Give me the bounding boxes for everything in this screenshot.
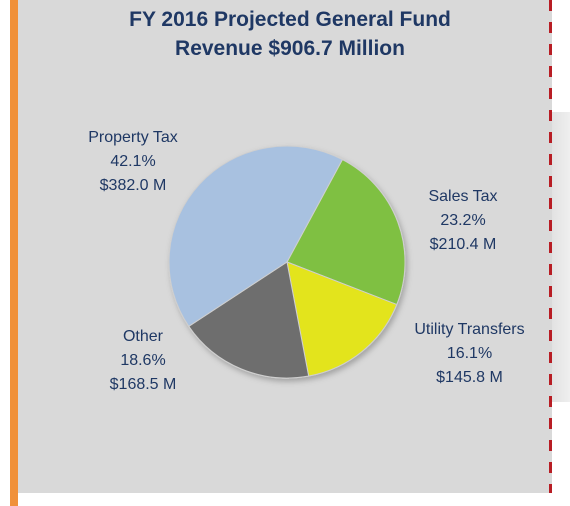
sales-tax-amount: $210.4 M bbox=[429, 236, 497, 253]
chart-title: FY 2016 Projected General Fund bbox=[129, 8, 451, 31]
property-tax-percent: 42.1% bbox=[110, 153, 156, 170]
chart-subtitle: Revenue $906.7 Million bbox=[175, 37, 405, 60]
slice-label-other: Other 18.6% $168.5 M bbox=[88, 325, 198, 397]
slice-label-property-tax: Property Tax 42.1% $382.0 M bbox=[58, 126, 208, 198]
pie-slice-property-tax bbox=[168, 145, 344, 327]
slice-label-sales-tax: Sales Tax 23.2% $210.4 M bbox=[398, 185, 528, 257]
utility-transfers-amount: $145.8 M bbox=[436, 369, 503, 386]
right-shadow-strip bbox=[552, 112, 570, 402]
property-tax-name: Property Tax bbox=[88, 129, 178, 146]
property-tax-amount: $382.0 M bbox=[99, 177, 167, 194]
sales-tax-name: Sales Tax bbox=[428, 188, 498, 205]
pie-slice-other bbox=[188, 261, 310, 379]
pie-slice-utility-transfers bbox=[286, 261, 398, 377]
left-accent-bar bbox=[10, 0, 18, 506]
sales-tax-percent: 23.2% bbox=[440, 212, 486, 229]
other-amount: $168.5 M bbox=[109, 376, 177, 393]
right-dashed-border bbox=[549, 0, 552, 493]
pie-slice-sales-tax bbox=[286, 158, 406, 306]
utility-transfers-name: Utility Transfers bbox=[414, 321, 525, 338]
other-name: Other bbox=[122, 328, 163, 345]
slice-label-utility-transfers: Utility Transfers 16.1% $145.8 M bbox=[397, 318, 542, 390]
utility-transfers-percent: 16.1% bbox=[446, 345, 493, 362]
other-percent: 18.6% bbox=[120, 352, 166, 369]
